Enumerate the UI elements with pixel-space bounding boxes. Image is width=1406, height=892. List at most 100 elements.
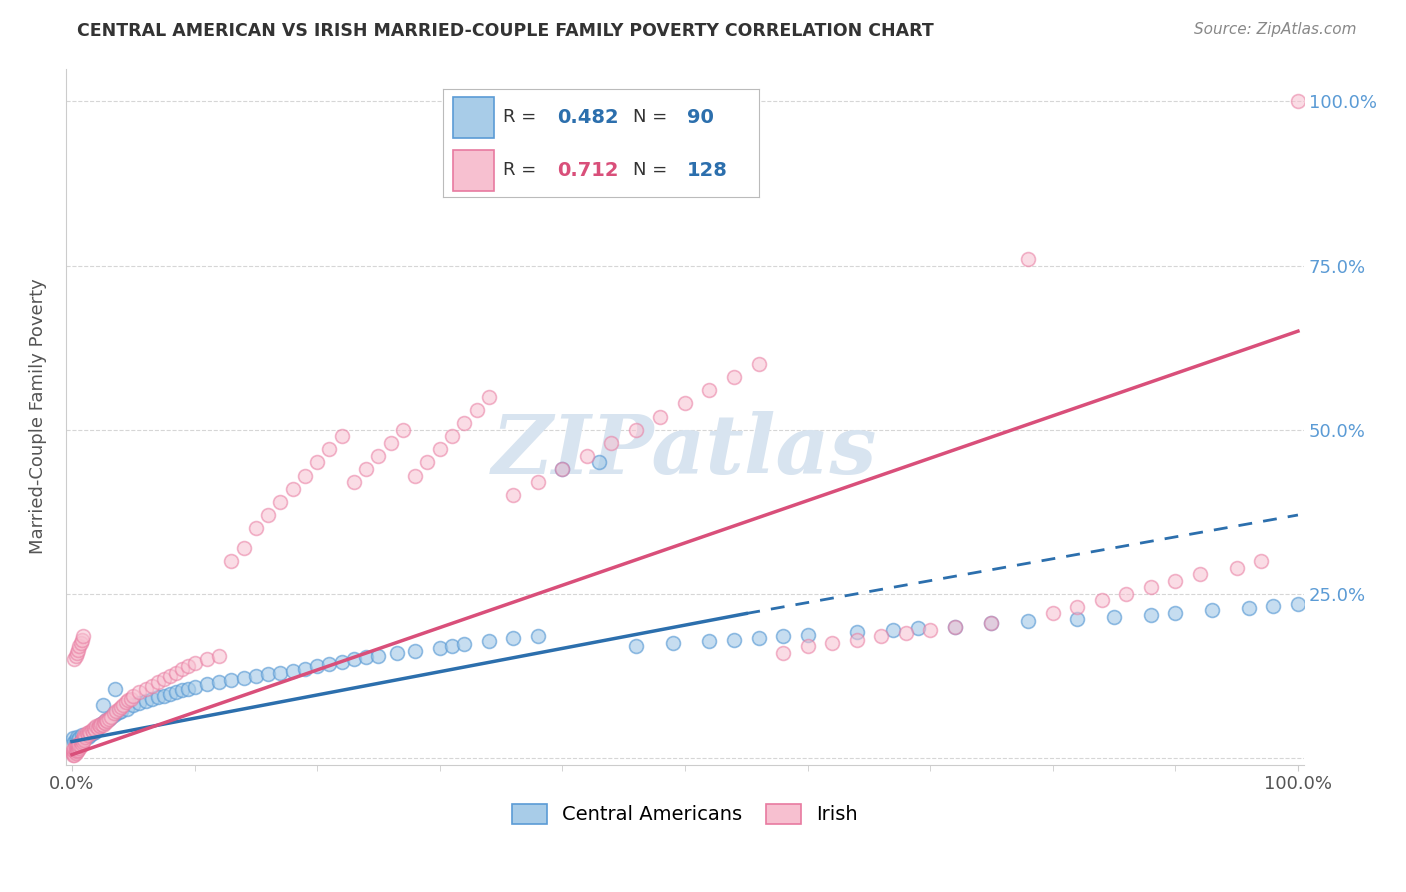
- Point: [551, 462, 574, 476]
- Point: [67, 739, 90, 753]
- Point: [63, 747, 86, 762]
- Point: [307, 455, 329, 469]
- Point: [747, 631, 769, 645]
- Point: [67, 741, 90, 756]
- Point: [72, 732, 94, 747]
- Point: [96, 714, 118, 729]
- Point: [177, 681, 200, 696]
- Point: [120, 691, 142, 706]
- Point: [79, 728, 101, 742]
- Point: [62, 743, 84, 757]
- Point: [146, 675, 169, 690]
- Point: [1164, 574, 1187, 588]
- Point: [440, 640, 463, 654]
- Point: [699, 634, 721, 648]
- Point: [73, 728, 96, 742]
- Legend: Central Americans, Irish: Central Americans, Irish: [512, 804, 858, 824]
- Point: [86, 719, 108, 733]
- Point: [575, 449, 598, 463]
- Point: [183, 680, 205, 694]
- Point: [1226, 560, 1249, 574]
- Point: [117, 693, 139, 707]
- Point: [245, 669, 267, 683]
- Point: [63, 744, 86, 758]
- Point: [153, 672, 176, 686]
- Point: [465, 403, 488, 417]
- Point: [63, 734, 86, 748]
- Text: ZIPatlas: ZIPatlas: [492, 411, 877, 491]
- Point: [70, 728, 93, 742]
- Point: [551, 462, 574, 476]
- Point: [257, 508, 280, 522]
- Point: [115, 695, 138, 709]
- Point: [343, 475, 366, 490]
- Text: CENTRAL AMERICAN VS IRISH MARRIED-COUPLE FAMILY POVERTY CORRELATION CHART: CENTRAL AMERICAN VS IRISH MARRIED-COUPLE…: [77, 22, 934, 40]
- Point: [453, 637, 475, 651]
- Point: [67, 743, 90, 757]
- Point: [1201, 603, 1223, 617]
- Point: [367, 648, 389, 663]
- Point: [208, 675, 231, 690]
- Point: [128, 685, 150, 699]
- Point: [97, 712, 120, 726]
- Point: [354, 650, 377, 665]
- Point: [232, 671, 254, 685]
- Point: [165, 665, 187, 680]
- Point: [392, 423, 415, 437]
- Point: [429, 641, 451, 656]
- Point: [94, 716, 117, 731]
- Point: [134, 681, 156, 696]
- Point: [747, 357, 769, 371]
- Point: [269, 665, 291, 680]
- Point: [93, 714, 115, 729]
- Point: [478, 634, 501, 648]
- Point: [772, 630, 794, 644]
- Point: [66, 738, 89, 752]
- Point: [86, 721, 108, 735]
- Point: [87, 719, 110, 733]
- Point: [82, 726, 104, 740]
- Point: [343, 652, 366, 666]
- Point: [97, 712, 120, 726]
- Point: [105, 704, 128, 718]
- Point: [723, 632, 745, 647]
- Point: [429, 442, 451, 457]
- Point: [89, 719, 111, 733]
- Point: [1091, 593, 1114, 607]
- Point: [86, 722, 108, 736]
- Point: [67, 642, 90, 657]
- Point: [1237, 601, 1260, 615]
- Point: [75, 730, 97, 744]
- Point: [69, 739, 91, 753]
- Point: [330, 429, 353, 443]
- Point: [1250, 554, 1272, 568]
- Point: [257, 667, 280, 681]
- Point: [77, 726, 100, 740]
- Point: [661, 636, 683, 650]
- Point: [128, 697, 150, 711]
- Point: [67, 733, 90, 747]
- Point: [112, 698, 135, 713]
- Point: [1263, 599, 1285, 613]
- Point: [87, 718, 110, 732]
- Point: [318, 657, 340, 671]
- Point: [67, 737, 90, 751]
- Point: [67, 731, 90, 746]
- Text: Source: ZipAtlas.com: Source: ZipAtlas.com: [1194, 22, 1357, 37]
- Point: [232, 541, 254, 555]
- Point: [82, 724, 104, 739]
- Point: [354, 462, 377, 476]
- Point: [796, 627, 818, 641]
- Point: [318, 442, 340, 457]
- Point: [69, 734, 91, 748]
- Point: [65, 732, 87, 747]
- Point: [141, 691, 163, 706]
- Point: [1017, 615, 1039, 629]
- Point: [380, 435, 402, 450]
- Point: [385, 646, 408, 660]
- Point: [1102, 609, 1125, 624]
- Point: [870, 630, 893, 644]
- Point: [821, 636, 844, 650]
- Point: [73, 730, 96, 744]
- Point: [330, 655, 353, 669]
